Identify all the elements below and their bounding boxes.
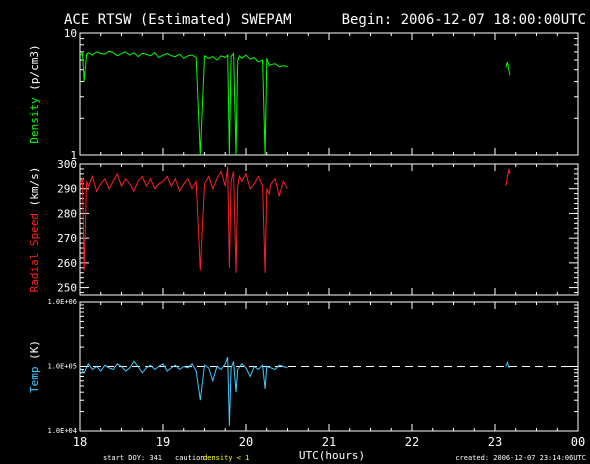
y-axis-label: Radial Speed (km/s): [28, 167, 41, 293]
x-tick-label: 22: [405, 435, 419, 449]
y-axis-label-part: Temp: [28, 367, 41, 394]
x-tick-label: 23: [488, 435, 502, 449]
y-tick-label: 270: [57, 232, 77, 245]
speed-panel: 250 260 270 280 290 300 Radial Speed (km/s): [28, 158, 579, 296]
series-line-0: [80, 356, 288, 426]
begin-time-label: Begin: 2006-12-07 18:00:00UTC: [342, 12, 586, 28]
y-tick-label: 290: [57, 183, 77, 196]
caution-label: caution:: [175, 454, 209, 462]
y-axis-label-part: (p/cm3): [28, 44, 41, 97]
chart-title: ACE RTSW (Estimated) SWEPAM: [64, 12, 292, 28]
y-tick-label: 1.0E+04: [47, 427, 77, 435]
x-tick-label: 00: [571, 435, 585, 449]
series-line-1: [505, 361, 510, 369]
x-axis-label: UTC(hours): [299, 449, 365, 462]
y-tick-label: 1.0E+06: [47, 298, 77, 306]
y-axis-label: Density (p/cm3): [28, 44, 41, 143]
x-tick-label: 21: [322, 435, 336, 449]
series-line-1: [505, 168, 511, 187]
series-line-0: [80, 166, 288, 273]
temp-panel: 1.0E+04 1.0E+05 1.0E+06 Temp (K): [28, 298, 579, 435]
x-tick-label: 19: [156, 435, 170, 449]
y-axis-label-part: (km/s): [28, 167, 41, 213]
x-tick-label: 20: [239, 435, 253, 449]
caution-value: density < 1: [203, 454, 249, 462]
density-panel: 1 10 Density (p/cm3): [28, 27, 579, 162]
y-axis-label-part: (K): [28, 340, 41, 367]
y-tick-label: 260: [57, 257, 77, 270]
series-line-0: [80, 50, 288, 155]
y-tick-label: 250: [57, 282, 77, 295]
x-axis: 18 19 20 21 22 23 00: [73, 435, 585, 449]
x-tick-label: 18: [73, 435, 87, 449]
y-tick-label: 1.0E+05: [47, 363, 77, 371]
y-tick-label: 10: [64, 27, 77, 40]
created-label: created: 2006-12-07 23:14:06UTC: [455, 454, 586, 462]
y-axis-label-part: Density: [28, 97, 41, 144]
y-tick-label: 300: [57, 158, 77, 171]
y-axis-label: Temp (K): [28, 340, 41, 393]
series-line-1: [505, 61, 511, 76]
y-axis-label-part: Radial Speed: [28, 213, 41, 292]
start-doy-label: start DOY: 341: [103, 454, 162, 462]
y-tick-label: 1: [70, 149, 77, 162]
y-tick-label: 280: [57, 207, 77, 220]
